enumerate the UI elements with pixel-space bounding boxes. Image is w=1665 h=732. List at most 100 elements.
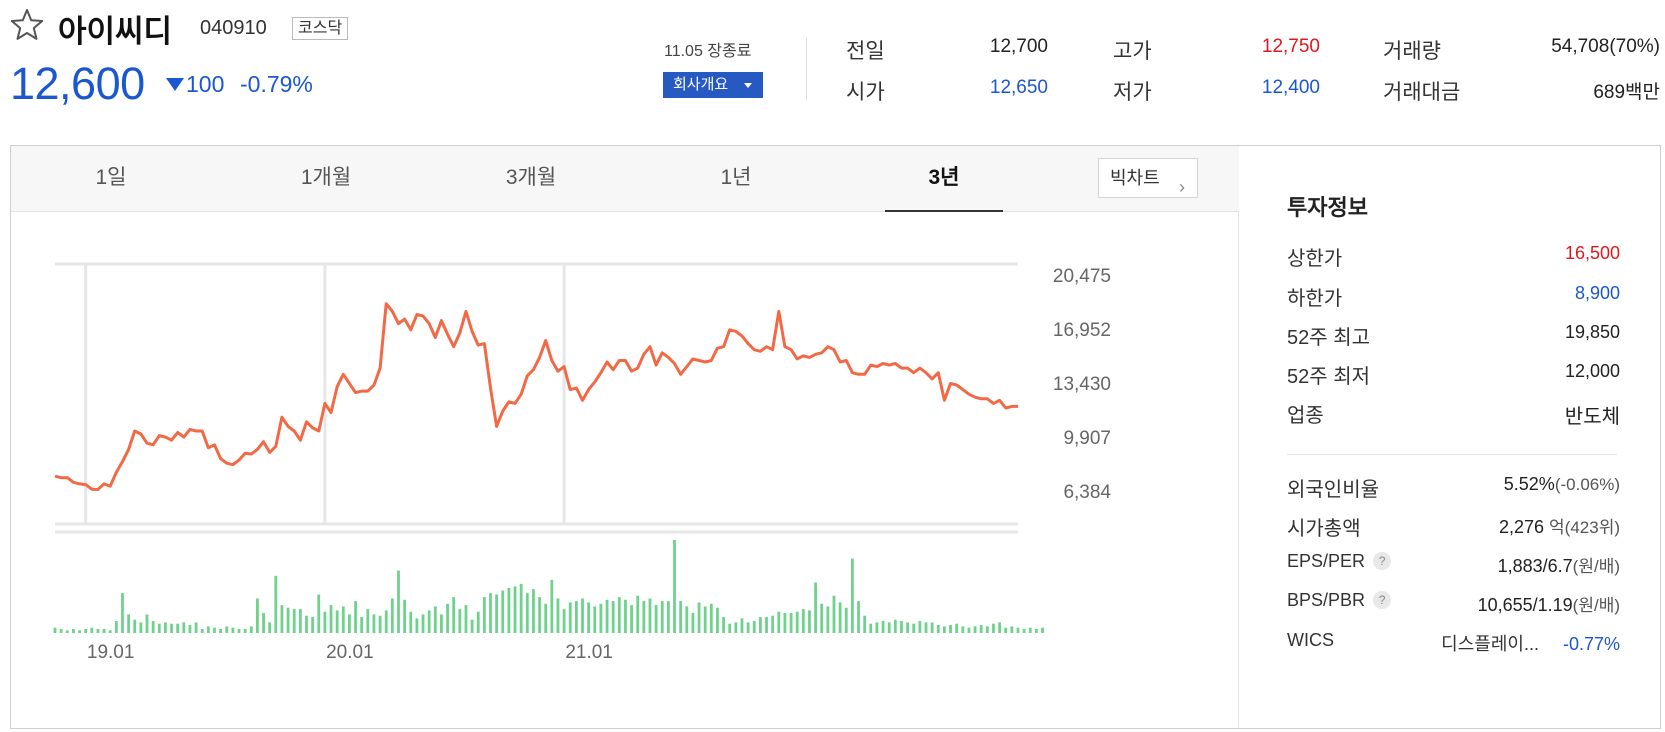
volume-bar (262, 613, 265, 633)
volume-bar (458, 609, 462, 633)
volume-bar (679, 601, 683, 633)
investment-info-panel: 투자정보 상한가 16,500 하한가 8,900 52주 최고 19,850 … (1239, 146, 1660, 728)
volume-bar (305, 615, 308, 633)
tab-3months[interactable]: 3개월 (505, 166, 557, 189)
open-label: 시가 (846, 81, 885, 104)
volume-bar (666, 601, 670, 633)
tab-1day[interactable]: 1일 (95, 166, 127, 189)
volume-bar (1004, 627, 1008, 633)
change-amount: 100 (186, 71, 225, 97)
tab-1year[interactable]: 1년 (720, 166, 752, 189)
volume-bar (887, 622, 891, 633)
volume-bar (237, 629, 241, 633)
volume-bar (728, 623, 732, 633)
volume-bar (280, 605, 284, 633)
volume-bar (489, 593, 492, 633)
volume-bar (556, 598, 560, 633)
volume-bar (84, 629, 88, 633)
volume-bar (998, 622, 1001, 633)
high-label: 고가 (1113, 40, 1152, 63)
volume-bar (808, 610, 811, 633)
volume-bar (574, 601, 578, 633)
bigchart-button[interactable]: 빅차트 › (1098, 158, 1198, 198)
market-cap-unit: 억(423위) (1549, 518, 1620, 537)
volume-bar (397, 570, 400, 633)
volume-bar (912, 623, 916, 633)
volume-bar (709, 603, 713, 633)
volume-bar (568, 602, 572, 633)
volume-bar (65, 630, 69, 633)
chevron-right-icon: › (1179, 177, 1185, 197)
eps-per-unit: (원/배) (1572, 557, 1620, 576)
tab-3years[interactable]: 3년 (885, 146, 1003, 212)
lower-limit-value: 8,900 (1574, 283, 1620, 303)
tab-1month[interactable]: 1개월 (300, 166, 352, 189)
volume-bar (1016, 627, 1020, 633)
volume-bar (538, 597, 541, 633)
volume-bar (78, 630, 81, 633)
favorite-star-icon[interactable] (10, 8, 44, 42)
company-overview-button[interactable]: 회사개요 (663, 72, 763, 98)
volume-bar (452, 597, 456, 633)
volume-bar (752, 621, 756, 633)
volume-bar (249, 626, 253, 633)
volume-bar (795, 611, 799, 633)
price-line (54, 302, 1018, 491)
52w-high-label: 52주 최고 (1287, 327, 1371, 349)
bigchart-label: 빅차트 (1110, 168, 1160, 188)
foreign-ratio-value: 5.52%(-0.06%) (1504, 474, 1620, 495)
volume-bar (1022, 629, 1026, 633)
help-icon[interactable]: ? (1373, 552, 1392, 570)
volume-bar (268, 622, 272, 633)
volume-bar (127, 614, 131, 633)
price-chart[interactable]: 19.01 20.01 21.01 20,475 16,952 13,430 9,907 6,… (11, 212, 1239, 728)
change-rate: -0.79% (240, 71, 313, 97)
volume-bar (826, 606, 830, 633)
chart-and-info-box: 1일 1개월 3개월 1년 3년 빅차트 › 19.01 20.01 21.01 20… (10, 145, 1661, 729)
volume-bar (188, 625, 192, 633)
volume-bar (654, 605, 658, 633)
volume-bar (1041, 627, 1044, 633)
volume-bar (470, 619, 474, 633)
volume-bar (961, 626, 965, 633)
volume-bar (930, 622, 934, 633)
volume-bar (348, 614, 351, 633)
volume-bar (716, 607, 719, 633)
volume-bar (636, 595, 640, 633)
market-cap-value: 2,276 억(423위) (1499, 513, 1620, 538)
foreign-ratio-label: 외국인비율 (1287, 479, 1379, 501)
volume-bar (955, 623, 959, 633)
volume-bar (544, 603, 548, 633)
volume-bar (985, 626, 989, 633)
y-tick-label: 9,907 (1063, 428, 1111, 449)
open-value: 12,650 (989, 77, 1048, 98)
volume-bar (194, 622, 198, 633)
info-divider (1287, 454, 1617, 455)
volume-bar (673, 540, 676, 633)
help-icon[interactable]: ? (1373, 591, 1392, 609)
wics-sector[interactable]: 디스플레이... (1441, 634, 1539, 654)
volume-bar (624, 599, 627, 633)
volume-bar (924, 622, 928, 633)
volume-bar (783, 613, 787, 633)
volume-bar (206, 626, 210, 633)
eps-per-text: EPS/PER (1287, 551, 1366, 571)
volume-bar (949, 625, 952, 633)
volume-bar (967, 627, 971, 633)
volume-bar (446, 603, 449, 633)
low-label: 저가 (1113, 81, 1152, 104)
volume-bar (421, 614, 425, 633)
volume-bar (114, 621, 118, 633)
52w-high-value: 19,850 (1564, 322, 1620, 342)
volume-bar (72, 629, 75, 633)
volume-bar (703, 606, 707, 633)
company-overview-label: 회사개요 (673, 76, 729, 93)
volume-bar (617, 597, 621, 633)
volume-bar (734, 622, 738, 633)
volume-bar (415, 618, 419, 633)
volume-bar (863, 615, 867, 633)
wics-value: 디스플레이... -0.77% (1441, 630, 1620, 656)
trade-amount-value: 689백만 (1490, 77, 1660, 104)
volume-bar (979, 625, 983, 633)
volume-bar (90, 627, 94, 633)
